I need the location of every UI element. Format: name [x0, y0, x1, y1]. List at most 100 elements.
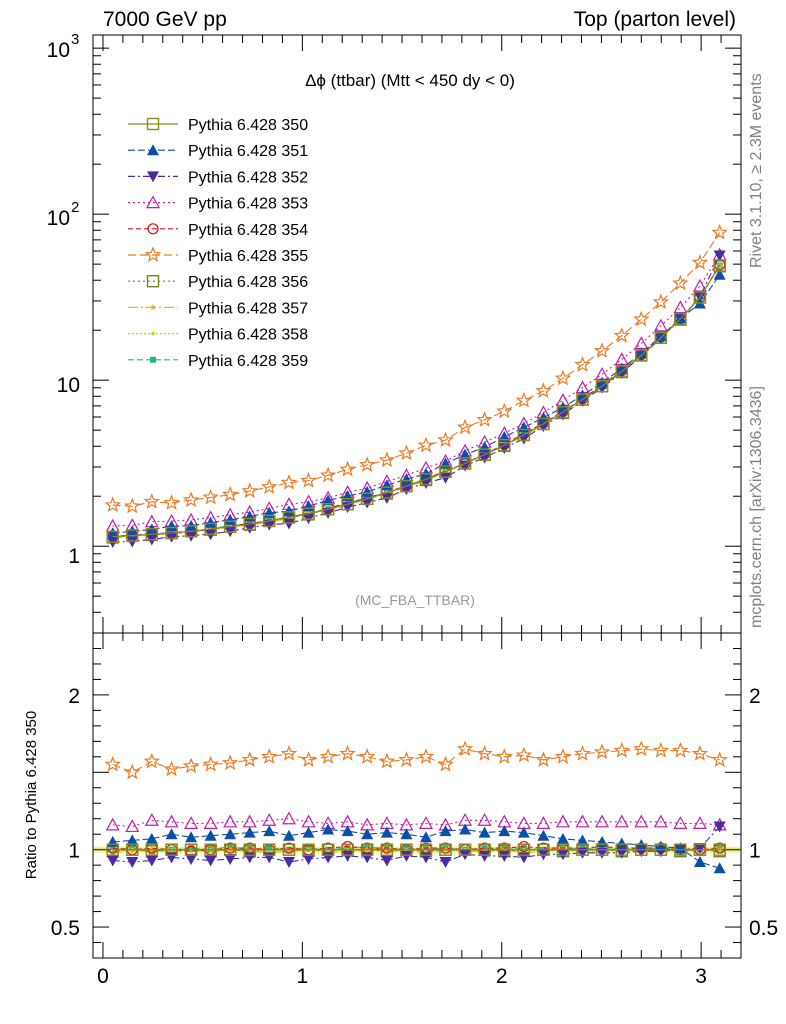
series-355-point [633, 310, 650, 327]
series-352-point [713, 250, 726, 262]
series-350-point [282, 511, 296, 524]
series-351-ratio-point [302, 826, 315, 838]
series-357-ratio-point [207, 847, 214, 854]
series-350-ratio-point [223, 843, 237, 856]
series-350-ratio-point [302, 843, 315, 856]
series-350-ratio-point [243, 843, 256, 856]
series-353-ratio-point [673, 816, 688, 829]
series-353-ratio-point [144, 813, 159, 826]
x-tick-label-1: 1 [297, 965, 309, 988]
series-352-ratio-point [596, 847, 609, 859]
series-350-ratio-point [674, 843, 687, 856]
series-352-ratio-point [282, 857, 295, 869]
series-352-ratio-point [126, 857, 139, 869]
series-350-point [145, 528, 159, 541]
legend-marker [147, 171, 159, 183]
series-355-ratio-point [456, 740, 474, 757]
series-350-point [302, 507, 315, 520]
series-350-ratio-point [126, 843, 139, 856]
series-350-ratio-point [380, 843, 394, 856]
series-352-ratio-point [106, 855, 119, 867]
series-355-point [456, 418, 474, 435]
series-352-point [478, 452, 491, 464]
series-351-point [106, 527, 119, 539]
series-351-point [282, 505, 295, 517]
header-left: 7000 GeV pp [103, 8, 227, 31]
series-355-main [104, 223, 728, 514]
series-355-point [319, 466, 337, 483]
legend-label: Pythia 6.428 352 [188, 169, 308, 186]
series-355-point [143, 493, 161, 509]
series-351-ratio-point [654, 840, 667, 852]
series-351-ratio-point [322, 823, 335, 835]
series-353-ratio-point [418, 816, 433, 829]
series-350-ratio-point [360, 843, 374, 856]
series-357-ratio-point [324, 847, 332, 854]
series-352-ratio-point [693, 843, 706, 855]
series-351-ratio-line [112, 828, 720, 869]
legend-entry-359: Pythia 6.428 359 [128, 353, 308, 370]
series-355-point [202, 488, 219, 505]
series-355-point [691, 254, 709, 270]
legend-marker [151, 331, 155, 336]
series-351-ratio-point [615, 837, 628, 849]
series-355-ratio-point [554, 748, 572, 764]
series-351-ratio-point [165, 828, 178, 840]
series-350-ratio-point [713, 843, 726, 856]
legend-label: Pythia 6.428 353 [188, 196, 308, 213]
series-350-ratio-point [517, 843, 531, 856]
legend-marker [147, 144, 159, 156]
series-353-ratio-point [105, 817, 120, 831]
series-350-ratio-point [576, 843, 589, 856]
series-353-ratio-point [125, 819, 140, 833]
series-350-point [126, 529, 139, 542]
ratio-axis-ticks [93, 632, 741, 959]
series-351-point [361, 485, 374, 497]
y-tick-label-1000-exp: 3 [71, 31, 79, 48]
ratio-tick-label-2-left: 2 [68, 685, 80, 708]
series-352-point [537, 421, 550, 433]
series-353-line [112, 254, 721, 527]
series-351-point [380, 479, 393, 491]
series-351-ratio-point [224, 828, 237, 840]
series-352-point [361, 497, 374, 509]
series-355-point [515, 391, 533, 408]
legend: Pythia 6.428 350 Pythia 6.428 351 Pythia 6… [128, 117, 308, 370]
legend-marker [147, 223, 159, 235]
series-350-ratio-point [419, 843, 433, 856]
series-355-point [574, 356, 591, 372]
series-351-ratio-point [693, 856, 706, 868]
series-352-ratio-point [517, 852, 530, 864]
series-350-ratio-point [282, 843, 296, 856]
series-351-point [400, 473, 413, 485]
series-352-point [498, 443, 511, 455]
legend-marker [150, 356, 156, 363]
series-355-ratio-point [378, 752, 396, 769]
series-355-point [339, 460, 356, 477]
series-350-ratio-point [595, 843, 609, 856]
series-350-point [458, 457, 472, 470]
main-series-group [104, 223, 728, 548]
series-351-ratio-point [537, 829, 550, 841]
series-352-ratio-point [439, 857, 452, 869]
series-353-ratio-point [653, 814, 668, 828]
series-355-point [417, 436, 435, 453]
series-355-point [613, 327, 631, 343]
series-350-ratio [106, 843, 726, 856]
series-351-point [615, 362, 628, 374]
series-355-point [358, 456, 376, 472]
legend-entry-356: Pythia 6.428 356 [128, 274, 308, 291]
series-357-ratio-point [403, 847, 410, 854]
series-355-point [163, 494, 180, 510]
series-351-point [204, 516, 217, 528]
series-351-ratio-point [459, 823, 472, 835]
series-352-point [243, 522, 256, 534]
series-350-point [263, 514, 276, 528]
series-351-ratio-point [126, 834, 139, 846]
series-355-ratio-point [202, 755, 219, 772]
series-351-ratio-point [400, 828, 413, 840]
ratio-tick-label-1-right: 1 [749, 840, 761, 863]
series-355-point [593, 342, 611, 358]
y-tick-label-10: 10 [57, 374, 80, 397]
series-350-ratio-point [184, 843, 198, 856]
